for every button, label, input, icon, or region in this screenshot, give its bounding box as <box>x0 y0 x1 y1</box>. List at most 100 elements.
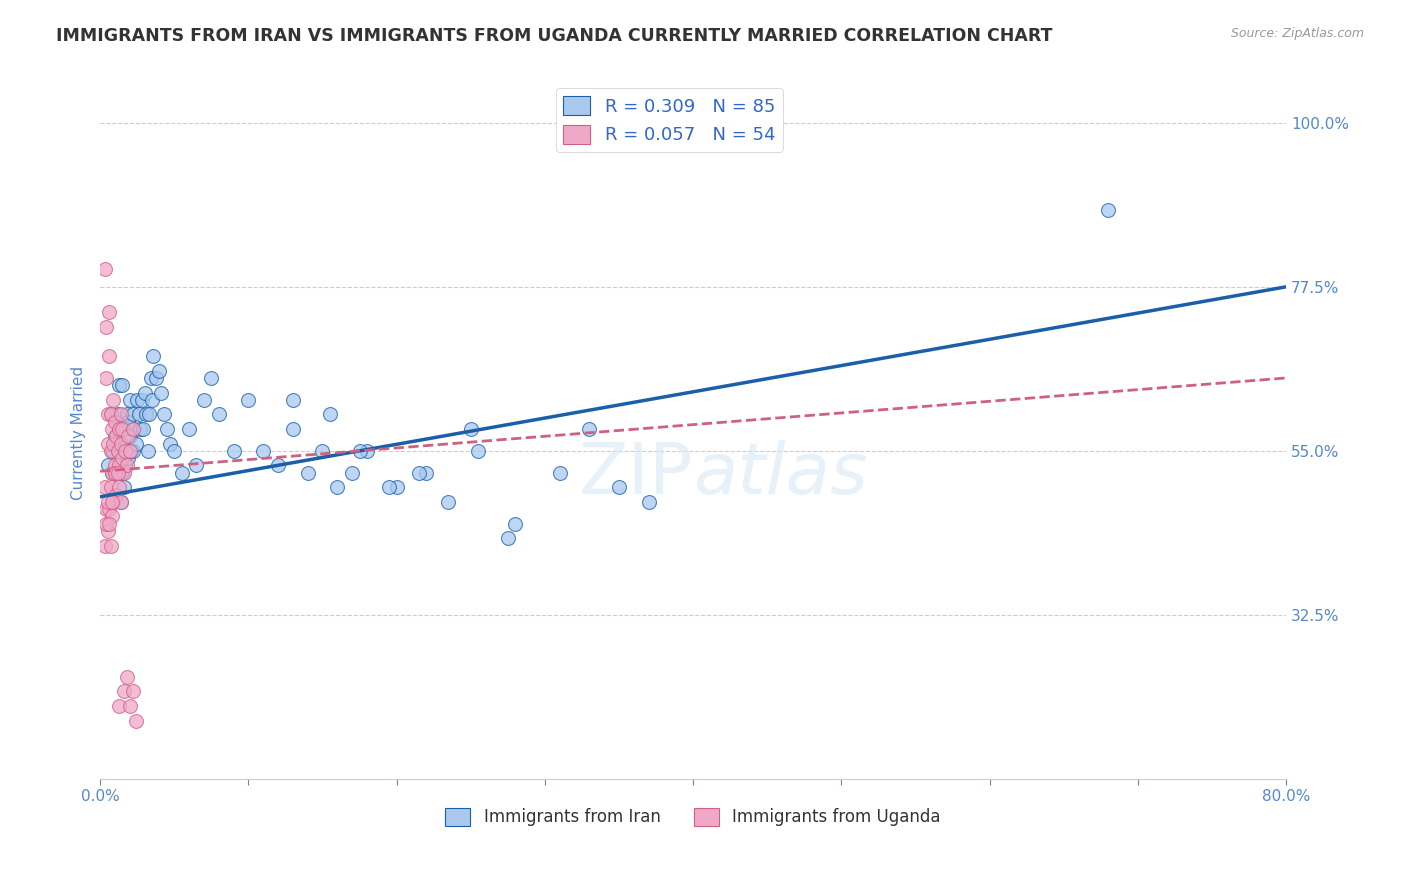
Point <box>548 466 571 480</box>
Point <box>112 684 135 698</box>
Point <box>105 487 128 501</box>
Point <box>100 443 122 458</box>
Point <box>96 408 118 422</box>
Point <box>110 408 132 422</box>
Point <box>121 422 143 436</box>
Point <box>114 458 136 473</box>
Point <box>98 305 121 319</box>
Point <box>107 443 129 458</box>
Point <box>117 415 139 429</box>
Point <box>101 466 124 480</box>
Point <box>93 539 115 553</box>
Point <box>108 698 131 713</box>
Point <box>108 458 131 473</box>
Point <box>385 480 408 494</box>
Point <box>378 480 401 494</box>
Point <box>96 495 118 509</box>
Point <box>103 436 125 450</box>
Point <box>128 408 150 422</box>
Point <box>467 443 489 458</box>
Point <box>222 443 245 458</box>
Point <box>319 408 342 422</box>
Point <box>127 392 149 407</box>
Point <box>111 466 134 480</box>
Point <box>103 495 125 509</box>
Point <box>108 378 131 392</box>
Point <box>121 684 143 698</box>
Point <box>101 495 124 509</box>
Point <box>104 458 127 473</box>
Point <box>281 422 304 436</box>
Point <box>138 408 160 422</box>
Point <box>98 516 121 531</box>
Text: Source: ZipAtlas.com: Source: ZipAtlas.com <box>1230 27 1364 40</box>
Point <box>118 392 141 407</box>
Point <box>112 480 135 494</box>
Point <box>93 480 115 494</box>
Point <box>177 422 200 436</box>
Point <box>108 480 131 494</box>
Point <box>326 480 349 494</box>
Point <box>104 429 127 443</box>
Point <box>153 408 176 422</box>
Point <box>121 408 143 422</box>
Point <box>125 714 148 728</box>
Point <box>114 443 136 458</box>
Point <box>281 392 304 407</box>
Point <box>149 385 172 400</box>
Point <box>460 422 482 436</box>
Point <box>156 422 179 436</box>
Point <box>118 443 141 458</box>
Point <box>503 516 526 531</box>
Point <box>408 466 430 480</box>
Point <box>163 443 186 458</box>
Point <box>108 422 131 436</box>
Point <box>110 466 132 480</box>
Point <box>96 458 118 473</box>
Point <box>104 487 127 501</box>
Y-axis label: Currently Married: Currently Married <box>72 366 86 500</box>
Point <box>115 408 138 422</box>
Point <box>607 480 630 494</box>
Point <box>107 443 129 458</box>
Point <box>98 502 121 516</box>
Point <box>115 443 138 458</box>
Point <box>125 436 148 450</box>
Point <box>94 502 117 516</box>
Point <box>311 443 333 458</box>
Point <box>139 371 162 385</box>
Point <box>104 466 127 480</box>
Point <box>193 392 215 407</box>
Point <box>112 466 135 480</box>
Point <box>105 466 128 480</box>
Point <box>101 443 124 458</box>
Point <box>117 429 139 443</box>
Point <box>141 392 163 407</box>
Point <box>120 443 142 458</box>
Point <box>105 436 128 450</box>
Point <box>118 698 141 713</box>
Point <box>94 320 117 334</box>
Point <box>132 422 155 436</box>
Point <box>100 480 122 494</box>
Point <box>238 392 260 407</box>
Point <box>142 349 165 363</box>
Text: ZIP: ZIP <box>578 440 693 508</box>
Point <box>111 378 134 392</box>
Point <box>415 466 437 480</box>
Point <box>100 408 122 422</box>
Point <box>578 422 600 436</box>
Point <box>496 532 519 546</box>
Point <box>111 436 134 450</box>
Point <box>267 458 290 473</box>
Point <box>134 385 156 400</box>
Point <box>122 422 145 436</box>
Point <box>101 509 124 524</box>
Point <box>101 422 124 436</box>
Point <box>94 516 117 531</box>
Point <box>111 422 134 436</box>
Point <box>104 415 127 429</box>
Point <box>136 443 159 458</box>
Point <box>118 429 141 443</box>
Point <box>131 392 153 407</box>
